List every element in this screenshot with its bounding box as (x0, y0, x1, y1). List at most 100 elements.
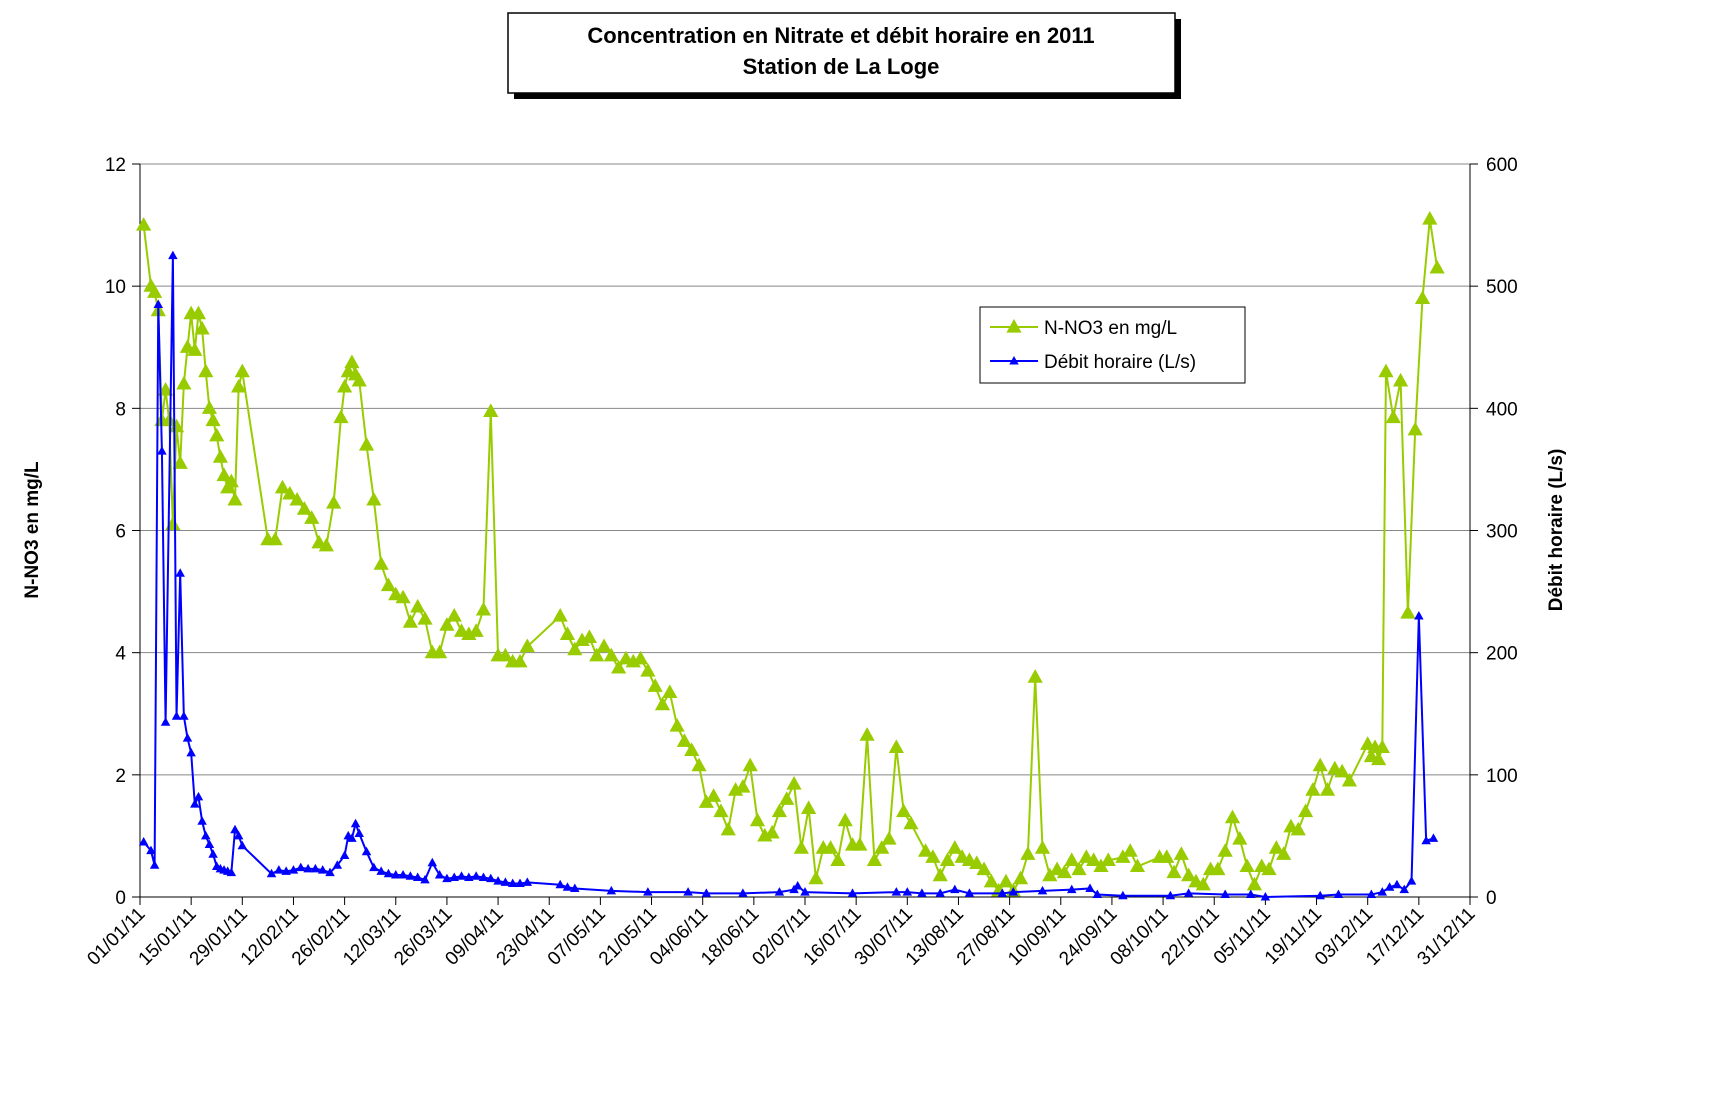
data-point (398, 870, 408, 879)
data-point (581, 629, 598, 643)
data-point (369, 862, 379, 872)
data-point (1042, 867, 1058, 882)
data-point (1374, 739, 1390, 753)
data-point (1159, 849, 1175, 863)
data-point (512, 653, 528, 668)
data-point (720, 821, 736, 836)
data-point (168, 418, 185, 433)
data-point (1027, 669, 1043, 683)
data-point (194, 320, 210, 335)
data-point (165, 516, 181, 530)
data-point (289, 491, 305, 506)
data-point (361, 846, 372, 856)
data-point (186, 747, 196, 757)
data-point (223, 473, 239, 488)
data-point (552, 608, 568, 622)
y-axis-label: N-NO3 en mg/L (22, 461, 43, 599)
data-point (902, 887, 913, 896)
data-point (171, 711, 182, 720)
data-point (146, 845, 156, 855)
data-point (654, 696, 671, 711)
data-point (1100, 852, 1116, 866)
data-point (201, 400, 218, 414)
data-point (471, 871, 481, 880)
data-point (1260, 892, 1271, 901)
data-point (439, 617, 455, 631)
data-point (713, 803, 729, 818)
data-point (266, 868, 277, 878)
y-tick-label: 12 (105, 155, 126, 176)
data-point (237, 840, 248, 850)
data-point (449, 872, 459, 881)
data-point (326, 495, 342, 509)
data-point (935, 888, 945, 897)
data-point (888, 739, 904, 753)
data-point (1371, 751, 1387, 766)
data-point (603, 647, 619, 662)
data-point (1129, 858, 1146, 873)
data-point (1429, 259, 1445, 274)
data-point (216, 467, 232, 482)
data-point (1122, 843, 1138, 857)
data-point (1008, 887, 1019, 896)
data-point (1066, 884, 1077, 894)
data-point (1333, 889, 1344, 899)
chart-subtitle: Station de La Loge (743, 54, 940, 79)
data-point (310, 863, 321, 873)
data-point (1181, 867, 1197, 882)
data-point (475, 601, 492, 616)
data-point (160, 717, 171, 726)
chart-title: Concentration en Nitrate et débit horair… (587, 23, 1094, 48)
data-point (1037, 885, 1048, 895)
data-point (891, 887, 902, 896)
data-point (1385, 409, 1401, 424)
data-point (296, 501, 313, 515)
data-point (373, 556, 389, 570)
data-point (391, 870, 401, 879)
data-point (432, 644, 448, 659)
data-point (969, 855, 985, 870)
data-point (793, 840, 809, 854)
data-point (231, 378, 247, 393)
legend-label: N-NO3 en mg/L (1044, 318, 1177, 339)
data-point (925, 849, 941, 863)
data-point (1020, 846, 1036, 860)
data-point (1064, 852, 1080, 866)
data-point (412, 872, 423, 881)
data-point (764, 824, 780, 839)
data-point (1165, 890, 1176, 900)
data-point (1239, 858, 1255, 873)
legend-marker (1009, 356, 1019, 365)
data-point (157, 446, 167, 455)
data-point (395, 589, 411, 604)
data-point (208, 849, 218, 858)
data-point (1210, 861, 1226, 876)
data-point (358, 436, 375, 451)
data-point (427, 857, 438, 867)
data-point (383, 868, 394, 878)
data-point (230, 824, 240, 834)
data-point (296, 862, 306, 872)
legend-label: Débit horaire (L/s) (1044, 352, 1196, 373)
data-point (1246, 876, 1263, 891)
data-point (1085, 883, 1095, 892)
data-point (589, 647, 605, 662)
data-point (410, 598, 426, 613)
data-point (478, 872, 489, 881)
data-point (917, 843, 934, 857)
y-tick-label: 10 (105, 277, 126, 298)
data-point (1312, 757, 1328, 772)
data-point (1118, 890, 1128, 900)
data-point (976, 861, 992, 876)
data-point (193, 791, 204, 801)
data-point (288, 865, 299, 874)
data-point (1195, 876, 1211, 891)
data-point (519, 638, 535, 653)
data-point (318, 537, 334, 552)
data-point (1392, 879, 1402, 889)
y2-tick-label: 0 (1486, 888, 1497, 909)
data-point (555, 879, 565, 889)
data-point (176, 375, 192, 390)
data-point (1183, 888, 1194, 897)
data-point (964, 888, 975, 897)
